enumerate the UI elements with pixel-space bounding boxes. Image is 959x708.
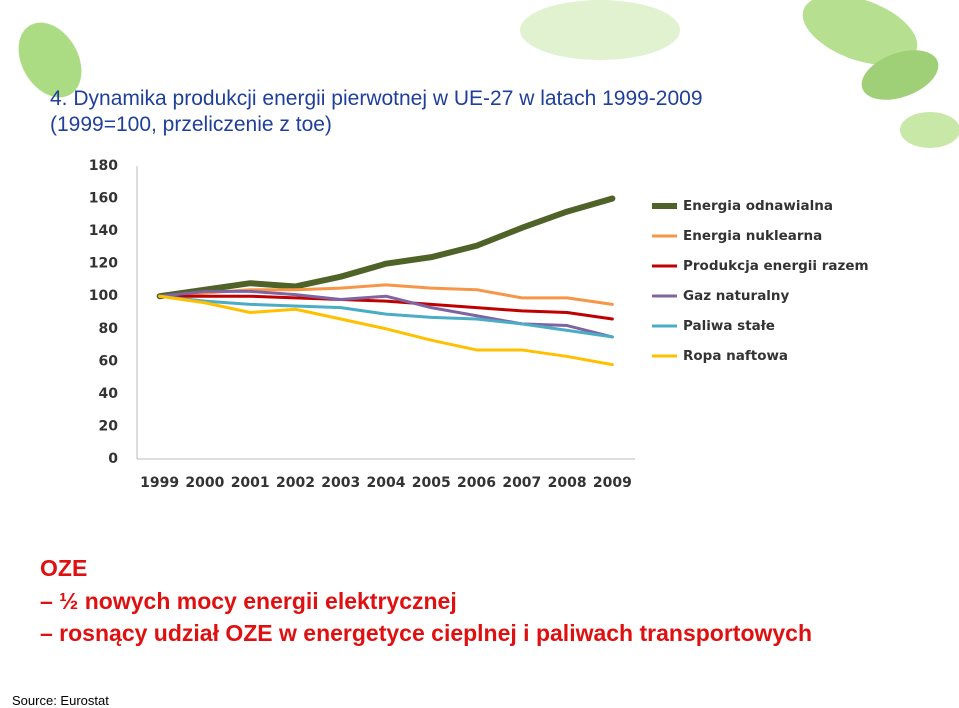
legend-label: Paliwa stałe — [683, 318, 775, 334]
slide-title: 4. Dynamika produkcji energii pierwotnej… — [50, 87, 703, 136]
y-tick-label: 120 — [89, 256, 118, 272]
series-line — [158, 294, 614, 321]
y-tick-label: 0 — [108, 451, 118, 467]
legend-label: Ropa naftowa — [683, 348, 788, 364]
y-tick-label: 20 — [99, 418, 119, 434]
x-tick-label: 2008 — [548, 475, 587, 491]
x-tick-label: 2000 — [185, 475, 224, 491]
y-tick-label: 160 — [89, 191, 118, 207]
x-tick-label: 2001 — [231, 475, 270, 491]
y-tick-label: 140 — [89, 223, 118, 239]
legend-label: Energia nuklearna — [683, 228, 822, 244]
series-line — [158, 294, 614, 339]
y-tick-label: 100 — [89, 288, 118, 304]
leaves — [18, 0, 959, 148]
x-tick-label: 1999 — [140, 475, 179, 491]
bullet: OZE — [40, 555, 88, 581]
y-tick-label: 40 — [99, 386, 119, 402]
bullet: – ½ nowych mocy energii elektrycznej — [40, 588, 457, 614]
x-tick-label: 2003 — [321, 475, 360, 491]
series-line — [158, 294, 614, 367]
x-tick-label: 2002 — [276, 475, 315, 491]
legend-label: Gaz naturalny — [683, 288, 790, 304]
x-tick-label: 2007 — [502, 475, 541, 491]
bullet: – rosnący udział OZE w energetyce ciepln… — [40, 620, 813, 646]
x-tick-label: 2005 — [412, 475, 451, 491]
series-line — [158, 289, 614, 339]
series-line — [156, 195, 616, 300]
y-tick-label: 60 — [99, 353, 119, 369]
legend-label: Energia odnawialna — [683, 198, 833, 214]
x-tick-label: 2006 — [457, 475, 496, 491]
y-tick-label: 80 — [99, 321, 119, 337]
x-tick-label: 2004 — [367, 475, 406, 491]
y-tick-label: 180 — [89, 158, 118, 174]
legend-label: Produkcja energii razem — [683, 258, 869, 274]
x-tick-label: 2009 — [593, 475, 632, 491]
source: Source: Eurostat — [12, 693, 109, 708]
